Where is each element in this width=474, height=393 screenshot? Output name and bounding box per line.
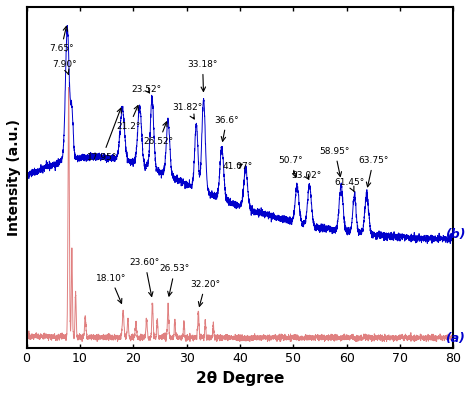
Text: 53.02°: 53.02° bbox=[292, 171, 322, 180]
Text: 17.95°: 17.95° bbox=[87, 108, 121, 162]
Text: 18.10°: 18.10° bbox=[96, 274, 126, 303]
Text: 7.65°: 7.65° bbox=[49, 26, 73, 53]
Text: 26.53°: 26.53° bbox=[160, 264, 190, 296]
Text: 23.60°: 23.60° bbox=[130, 258, 160, 296]
Text: 63.75°: 63.75° bbox=[358, 156, 389, 187]
X-axis label: 2θ Degree: 2θ Degree bbox=[196, 371, 284, 386]
Text: 7.90°: 7.90° bbox=[53, 60, 77, 74]
Y-axis label: Intensity (a.u.): Intensity (a.u.) bbox=[7, 119, 21, 236]
Text: 41.07°: 41.07° bbox=[222, 162, 253, 171]
Text: 23.52°: 23.52° bbox=[131, 84, 162, 94]
Text: (a): (a) bbox=[446, 332, 465, 345]
Text: 33.18°: 33.18° bbox=[187, 60, 218, 92]
Text: 32.20°: 32.20° bbox=[190, 280, 220, 307]
Text: 58.95°: 58.95° bbox=[320, 147, 350, 176]
Text: 36.6°: 36.6° bbox=[214, 116, 239, 141]
Text: (b): (b) bbox=[446, 228, 466, 241]
Text: 50.7°: 50.7° bbox=[278, 156, 303, 177]
Text: 21.2°: 21.2° bbox=[117, 106, 141, 131]
Text: 61.45°: 61.45° bbox=[334, 178, 365, 192]
Text: 26.52°: 26.52° bbox=[144, 122, 174, 146]
Text: 31.82°: 31.82° bbox=[173, 103, 203, 119]
